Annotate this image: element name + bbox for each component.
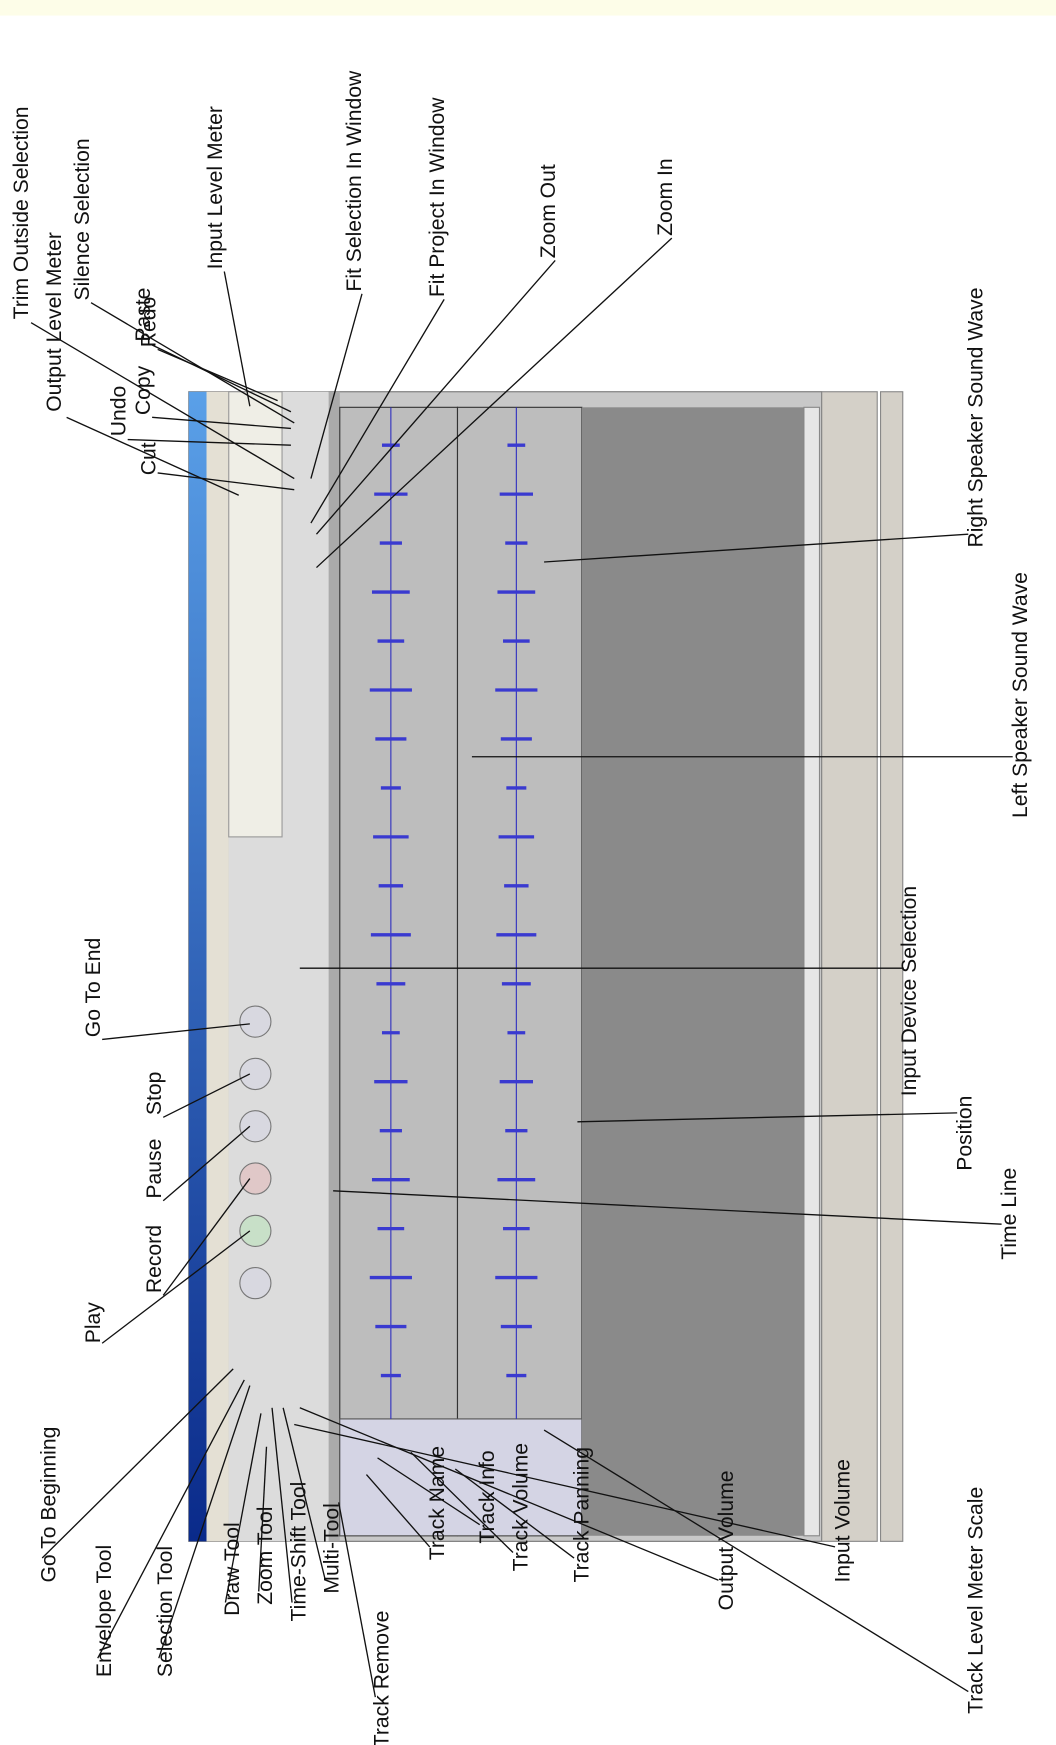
callout-label: Draw Tool	[221, 1522, 244, 1616]
callout-label: Track Panning	[571, 1447, 594, 1582]
callout-label: Zoom In	[654, 158, 677, 236]
track-panel	[340, 1419, 582, 1536]
callout-label: Track Info	[476, 1450, 499, 1543]
ruler	[329, 392, 340, 1542]
empty-area	[582, 407, 804, 1535]
right-channel	[457, 407, 581, 1535]
callout-label: Undo	[108, 386, 131, 437]
menu-bar	[207, 392, 229, 1542]
status-bar	[822, 392, 878, 1542]
title-bar	[189, 392, 207, 1542]
callout-label: Multi-Tool	[321, 1503, 344, 1593]
callout-label: Redo	[137, 297, 160, 348]
app-window	[189, 392, 903, 1542]
callout-label: Record	[143, 1225, 166, 1293]
callout-label: Input Volume	[832, 1459, 855, 1582]
callout-label: Track Volume	[509, 1443, 532, 1571]
callout-label: Position	[954, 1096, 977, 1171]
callout-label: Pause	[143, 1139, 166, 1199]
left-channel	[340, 407, 458, 1535]
callout-label: Stop	[143, 1072, 166, 1115]
callout-label: Go To Beginning	[38, 1427, 61, 1583]
callout-label: Time Line	[998, 1168, 1021, 1260]
top-band	[0, 0, 1056, 16]
callout-label: Zoom Out	[537, 164, 560, 258]
callout-label: Go To End	[82, 938, 105, 1037]
meter-toolbar	[229, 392, 282, 837]
callout-label: Fit Selection In Window	[343, 70, 366, 292]
callout-label: Play	[82, 1302, 105, 1344]
callout-label: Time-Shift Tool	[287, 1482, 310, 1622]
callout-label: Output Level Meter	[43, 232, 66, 412]
callout-label: Zoom Tool	[254, 1506, 277, 1604]
callout-label: Cut	[137, 442, 160, 475]
callout-label: Right Speaker Sound Wave	[965, 288, 988, 548]
scrollbar	[804, 407, 820, 1535]
callout-label: Silence Selection	[71, 138, 94, 300]
callout-label: Envelope Tool	[93, 1545, 116, 1677]
annotated-screenshot: Output Level MeterCutCopyPasteTrim Outsi…	[0, 0, 1056, 1745]
callout-label: Track Name	[426, 1446, 449, 1560]
callout-label: Track Level Meter Scale	[965, 1487, 988, 1714]
callout-label: Selection Tool	[154, 1546, 177, 1677]
callout-label: Trim Outside Selection	[10, 106, 33, 319]
callout-label: Input Device Selection	[898, 886, 921, 1096]
callout-label: Fit Project In Window	[426, 97, 449, 297]
callout-label: Input Level Meter	[204, 106, 227, 269]
callout-label: Left Speaker Sound Wave	[1009, 572, 1032, 818]
callout-label: Track Remove	[371, 1611, 394, 1745]
callout-label: Output Volume	[715, 1471, 738, 1611]
callout-label: Copy	[132, 365, 155, 415]
